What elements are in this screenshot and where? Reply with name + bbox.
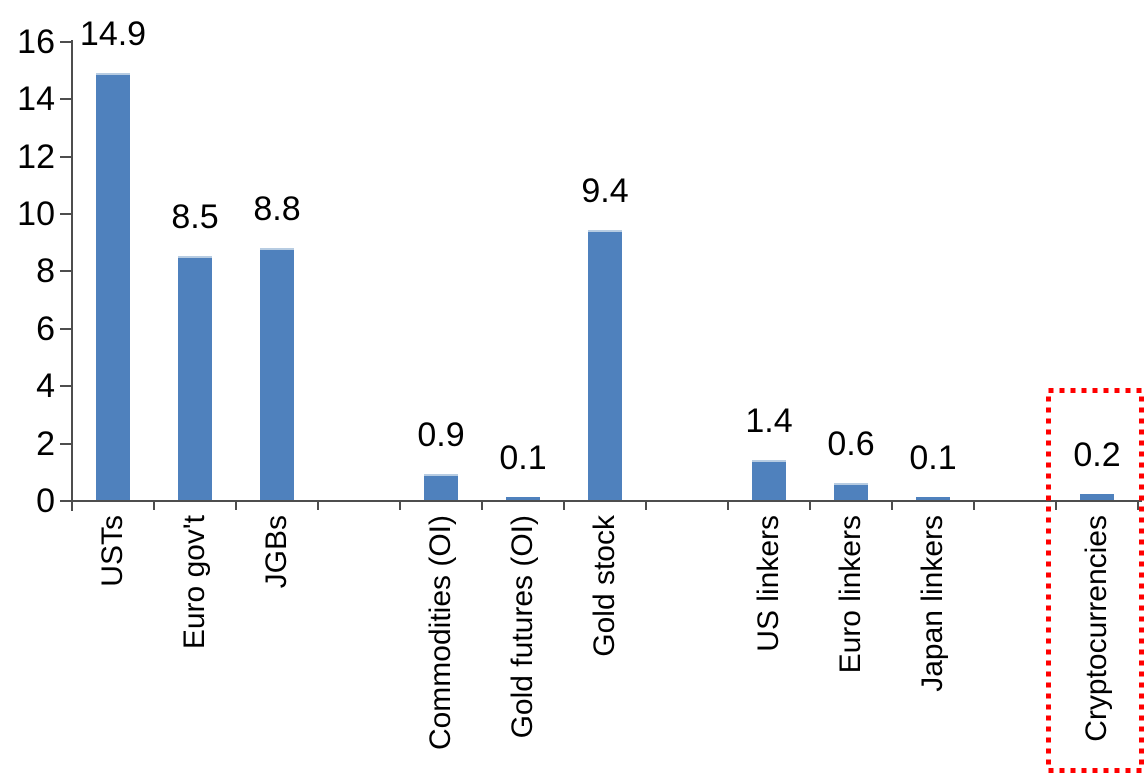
x-tick [563, 502, 565, 510]
y-tick [60, 443, 71, 445]
value-label: 1.4 [745, 402, 793, 440]
category-label: JGBs [260, 515, 293, 589]
value-label: 14.9 [79, 15, 147, 53]
category-label: Euro linkers [834, 515, 867, 674]
x-tick [1055, 502, 1057, 510]
y-tick [60, 500, 71, 502]
category-label: Euro gov't [178, 515, 211, 650]
value-label: 0.1 [909, 439, 957, 477]
x-tick [645, 502, 647, 510]
value-label: 8.8 [253, 190, 301, 228]
y-tick-label: 8 [36, 252, 55, 290]
bar-usts [96, 73, 130, 500]
y-tick [60, 385, 71, 387]
bar-japan-linkers [916, 497, 950, 500]
x-tick [481, 502, 483, 510]
value-label: 0.2 [1073, 436, 1121, 474]
category-label: US linkers [752, 515, 785, 652]
bar-euro-linkers [834, 483, 868, 500]
x-tick [809, 502, 811, 510]
y-tick-label: 2 [36, 425, 55, 463]
y-tick [60, 98, 71, 100]
bar-gold-stock [588, 230, 622, 500]
x-tick [399, 502, 401, 510]
y-tick [60, 156, 71, 158]
value-label: 9.4 [581, 172, 629, 210]
x-tick [891, 502, 893, 510]
category-label: Gold futures (OI) [506, 515, 539, 739]
x-tick [973, 502, 975, 510]
highlight-box [1046, 388, 1144, 773]
category-label: Gold stock [588, 515, 621, 657]
y-tick [60, 213, 71, 215]
x-tick [317, 502, 319, 510]
y-tick [60, 41, 71, 43]
value-label: 8.5 [171, 198, 219, 236]
category-label: Japan linkers [916, 515, 949, 692]
y-tick-label: 0 [36, 482, 55, 520]
y-tick [60, 328, 71, 330]
y-axis-line [71, 40, 73, 511]
bar-commodities-oi- [424, 474, 458, 500]
x-tick [235, 502, 237, 510]
y-tick-label: 6 [36, 310, 55, 348]
highlight-box-border [1046, 388, 1144, 773]
x-tick [71, 502, 73, 510]
y-tick-label: 10 [17, 195, 55, 233]
category-label: USTs [96, 515, 129, 587]
bar-cryptocurrencies [1080, 494, 1114, 500]
y-tick-label: 4 [36, 367, 55, 405]
y-tick-label: 14 [17, 80, 55, 118]
value-label: 0.1 [499, 439, 547, 477]
y-tick-label: 12 [17, 138, 55, 176]
y-tick-label: 16 [17, 23, 55, 61]
value-label: 0.6 [827, 425, 875, 463]
bar-gold-futures-oi- [506, 497, 540, 500]
bar-us-linkers [752, 460, 786, 500]
x-tick [727, 502, 729, 510]
category-label: Commodities (OI) [424, 515, 457, 751]
bar-jgbs [260, 248, 294, 500]
value-label: 0.9 [417, 416, 465, 454]
x-tick [1137, 502, 1139, 510]
y-tick [60, 270, 71, 272]
x-tick [153, 502, 155, 510]
bar-euro-gov-t [178, 256, 212, 500]
x-axis-line [70, 500, 1142, 502]
